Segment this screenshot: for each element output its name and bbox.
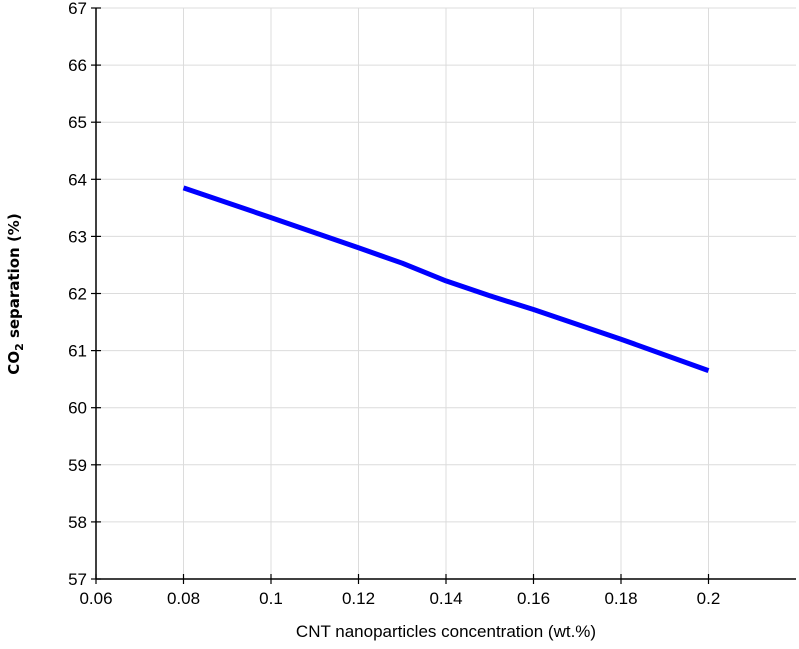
- y-tick-label: 63: [68, 227, 87, 246]
- y-tick-label: 67: [68, 0, 87, 18]
- tick-marks: [91, 7, 710, 584]
- y-axis-title-subscript: 2: [13, 343, 26, 351]
- y-tick-label: 66: [68, 56, 87, 75]
- y-tick-label: 59: [68, 456, 87, 475]
- y-tick-label: 57: [68, 570, 87, 589]
- x-tick-label: 0.16: [517, 589, 550, 608]
- x-axis-title: CNT nanoparticles concentration (wt.%): [296, 622, 596, 641]
- y-tick-label: 61: [68, 342, 87, 361]
- series-group: [182, 185, 710, 373]
- y-axis-title-prefix: CO: [5, 351, 23, 375]
- y-tick-label: 58: [68, 513, 87, 532]
- y-tick-label: 64: [68, 170, 87, 189]
- x-tick-label: 0.18: [604, 589, 637, 608]
- x-tick-label: 0.1: [259, 589, 283, 608]
- x-tick-label: 0.2: [697, 589, 721, 608]
- y-axis-title: CO2 separation (%): [5, 213, 26, 374]
- x-tick-label: 0.06: [79, 589, 112, 608]
- x-tick-labels: 0.06 0.08 0.1 0.12 0.14 0.16 0.18 0.2: [79, 589, 720, 608]
- series-line: [182, 185, 710, 373]
- y-axis-title-suffix: separation (%): [5, 213, 23, 343]
- y-tick-labels: 57 58 59 60 61 62 63 64 65 66 67: [68, 0, 87, 589]
- x-tick-label: 0.12: [342, 589, 375, 608]
- y-tick-label: 65: [68, 113, 87, 132]
- y-tick-label: 60: [68, 399, 87, 418]
- grid-lines: [95, 7, 796, 580]
- x-tick-label: 0.14: [429, 589, 462, 608]
- y-tick-label: 62: [68, 285, 87, 304]
- x-tick-label: 0.08: [167, 589, 200, 608]
